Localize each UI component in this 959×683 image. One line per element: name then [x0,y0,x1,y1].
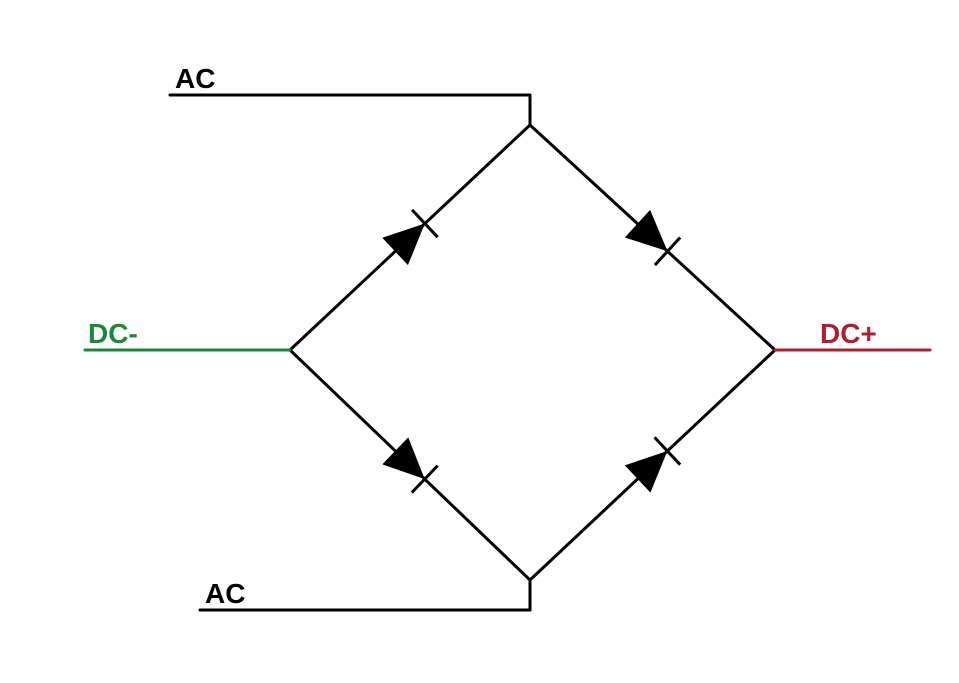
bridge-rectifier-diagram: AC AC DC- DC+ [0,0,959,683]
dc-pos-label: DC+ [820,318,877,349]
wires-group [85,95,930,610]
ac-top-label: AC [175,63,215,94]
dc-neg-label: DC- [88,318,138,349]
ac-bottom-label: AC [205,578,245,609]
diodes-group [382,210,680,493]
